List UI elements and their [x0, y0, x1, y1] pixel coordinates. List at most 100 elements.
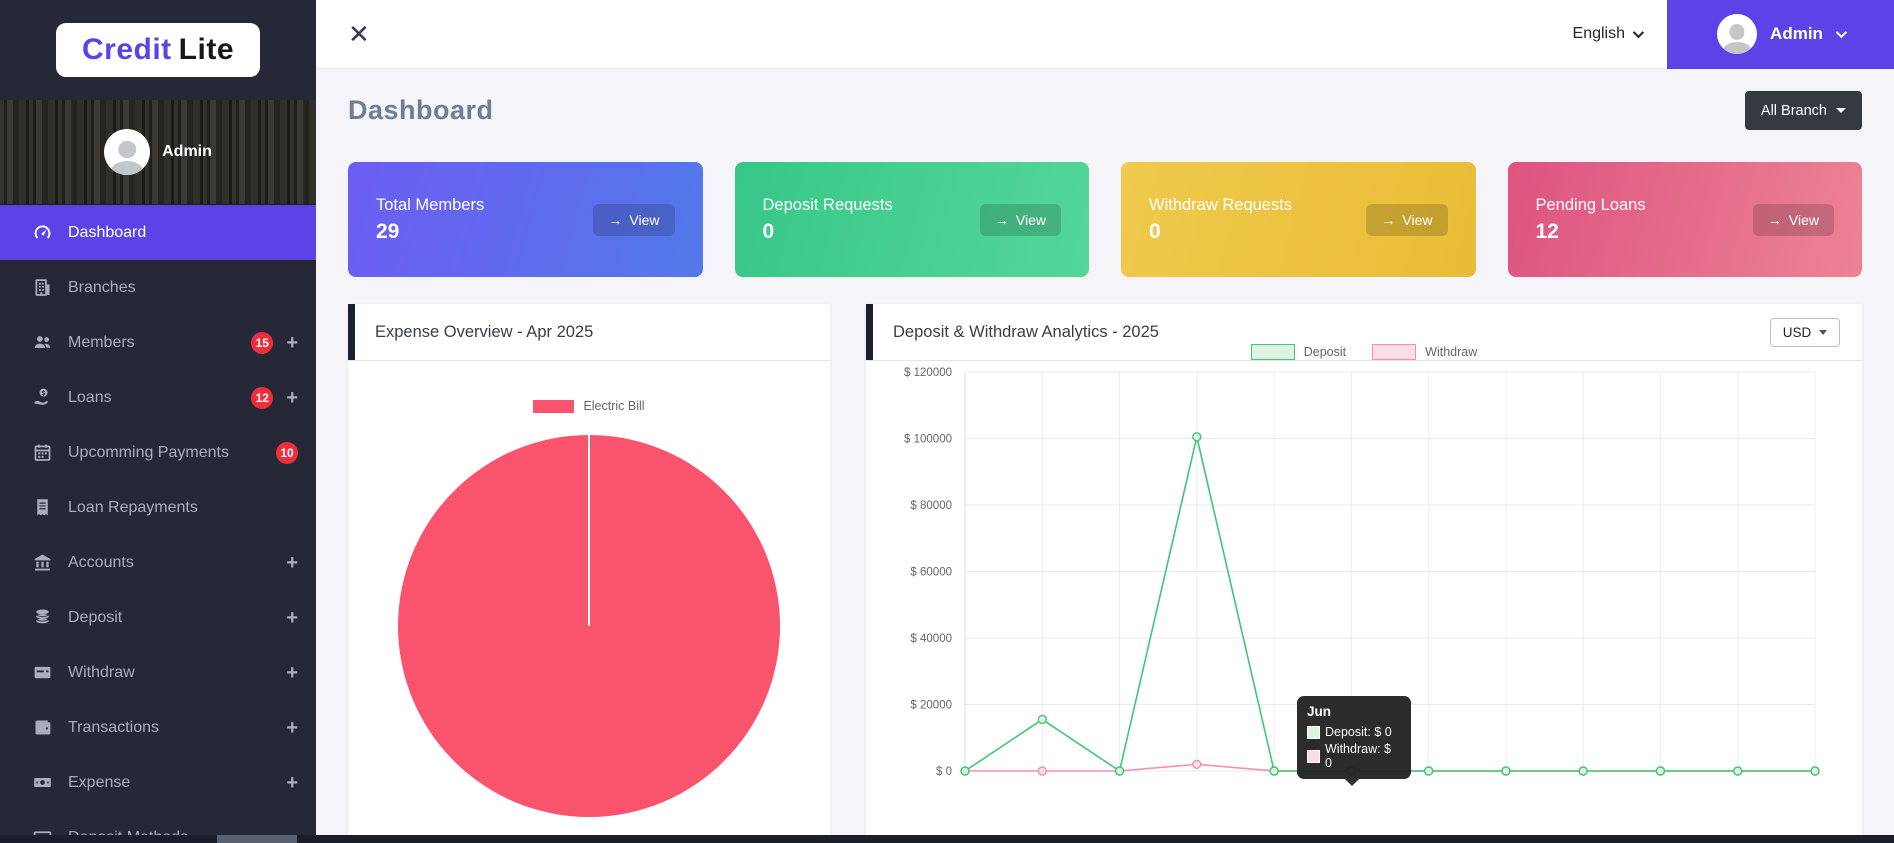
- stat-card-deposit-requests: Deposit Requests 0 → View: [734, 162, 1089, 277]
- view-button[interactable]: → View: [593, 203, 675, 236]
- user-menu[interactable]: Admin: [1667, 0, 1894, 69]
- tooltip-text: Deposit: $ 0: [1325, 725, 1392, 739]
- chart-tooltip: Jun Deposit: $ 0 Withdraw: $ 0: [1297, 696, 1411, 786]
- chevron-down-icon: [1835, 26, 1848, 39]
- expense-pie-chart: [398, 435, 780, 817]
- view-button-label: View: [1788, 211, 1819, 228]
- sidebar-item-upcomming-payments[interactable]: Upcomming Payments 10: [0, 425, 316, 480]
- sidebar-item-label: Upcomming Payments: [68, 443, 229, 461]
- sidebar-menu: Dashboard Branches Members 15 + Loans 12 + Upcom…: [0, 205, 316, 843]
- hand-dollar-icon: [32, 387, 53, 408]
- sidebar-item-withdraw[interactable]: Withdraw +: [0, 645, 316, 700]
- svg-text:$ 0: $ 0: [936, 766, 952, 778]
- topbar: ✕ English Admin: [316, 0, 1894, 69]
- expand-plus-icon[interactable]: +: [286, 716, 298, 739]
- pie-legend-label: Electric Bill: [583, 399, 645, 413]
- wallet-icon: [32, 717, 53, 738]
- sidebar-item-members[interactable]: Members 15 +: [0, 315, 316, 370]
- pie-legend[interactable]: Electric Bill: [348, 399, 830, 413]
- calendar-icon: [32, 442, 53, 463]
- view-button-label: View: [1015, 211, 1046, 228]
- sidebar-item-label: Transactions: [68, 718, 159, 736]
- stat-card-value: 12: [1535, 219, 1559, 243]
- currency-select[interactable]: USD: [1770, 317, 1840, 347]
- analytics-panel-title: Deposit & Withdraw Analytics - 2025: [893, 322, 1159, 341]
- sidebar-item-expense[interactable]: Expense +: [0, 755, 316, 810]
- expense-overview-panel: Expense Overview - Apr 2025 Electric Bil…: [348, 304, 830, 843]
- user-avatar: [1717, 14, 1758, 54]
- sidebar-item-deposit[interactable]: Deposit +: [0, 590, 316, 645]
- legend-label: Deposit: [1303, 345, 1347, 359]
- sidebar-item-dashboard[interactable]: Dashboard: [0, 205, 316, 260]
- svg-text:$ 100000: $ 100000: [904, 434, 952, 446]
- view-button-label: View: [1402, 211, 1433, 228]
- stat-card-label: Deposit Requests: [762, 195, 893, 214]
- sidebar-toggle-close-icon[interactable]: ✕: [348, 19, 370, 49]
- page-title: Dashboard: [348, 95, 494, 125]
- sidebar-item-label: Members: [68, 333, 135, 351]
- stat-card-label: Withdraw Requests: [1149, 195, 1293, 214]
- arrow-right-icon: →: [1381, 211, 1396, 228]
- tooltip-swatch: [1307, 749, 1320, 763]
- sidebar-item-label: Withdraw: [68, 663, 135, 681]
- expense-panel-title: Expense Overview - Apr 2025: [375, 322, 594, 341]
- expand-plus-icon[interactable]: +: [286, 661, 298, 684]
- logo-text-secondary: Lite: [178, 33, 235, 66]
- sidebar-item-label: Expense: [68, 773, 131, 791]
- card-icon: [32, 662, 53, 683]
- stat-cards-row: Total Members 29 → View Deposit Requests 0 → Vi…: [348, 162, 1862, 277]
- stat-card-label: Pending Loans: [1535, 195, 1646, 214]
- sidebar-item-branches[interactable]: Branches: [0, 260, 316, 315]
- sidebar: Credit Lite Admin Dashboard Branches Member…: [0, 0, 316, 843]
- expand-plus-icon[interactable]: +: [286, 771, 298, 794]
- sidebar-item-label: Loans: [68, 388, 112, 406]
- sidebar-item-loans[interactable]: Loans 12 +: [0, 370, 316, 425]
- expand-plus-icon[interactable]: +: [286, 606, 298, 629]
- main-content: Dashboard All Branch Total Members 29 → Vie…: [316, 69, 1894, 843]
- horizontal-scrollbar-thumb[interactable]: [217, 835, 297, 843]
- sidebar-item-label: Loan Repayments: [68, 498, 198, 516]
- view-button[interactable]: → View: [1366, 203, 1448, 236]
- legend-swatch: [1372, 344, 1417, 360]
- stat-card-value: 0: [1149, 219, 1161, 243]
- line-chart-legend: Deposit Withdraw: [866, 344, 1862, 360]
- receipt-icon: [32, 497, 53, 518]
- sidebar-item-accounts[interactable]: Accounts +: [0, 535, 316, 590]
- logo-text-primary: Credit: [81, 33, 172, 66]
- tooltip-title: Jun: [1307, 704, 1332, 719]
- pie-segment-divider: [588, 435, 590, 626]
- sidebar-item-loan-repayments[interactable]: Loan Repayments: [0, 480, 316, 535]
- view-button[interactable]: → View: [1752, 203, 1834, 236]
- currency-selected: USD: [1782, 324, 1812, 340]
- stat-card-withdraw-requests: Withdraw Requests 0 → View: [1121, 162, 1476, 277]
- count-badge: 12: [251, 386, 274, 409]
- arrow-right-icon: →: [994, 211, 1009, 228]
- count-badge: 15: [251, 331, 274, 354]
- svg-text:$ 120000: $ 120000: [904, 367, 952, 379]
- stat-card-total-members: Total Members 29 → View: [348, 162, 703, 277]
- arrow-right-icon: →: [608, 211, 623, 228]
- expand-plus-icon[interactable]: +: [286, 331, 298, 354]
- sidebar-item-transactions[interactable]: Transactions +: [0, 700, 316, 755]
- tooltip-row: Withdraw: $ 0: [1307, 742, 1401, 770]
- expand-plus-icon[interactable]: +: [286, 386, 298, 409]
- language-dropdown[interactable]: English: [1573, 25, 1645, 43]
- sidebar-item-label: Dashboard: [68, 223, 147, 241]
- stat-card-label: Total Members: [376, 195, 485, 214]
- legend-label: Withdraw: [1425, 345, 1478, 359]
- branch-filter-button[interactable]: All Branch: [1744, 91, 1862, 130]
- svg-text:$ 40000: $ 40000: [910, 633, 952, 645]
- banknote-icon: [32, 772, 53, 793]
- expand-plus-icon[interactable]: +: [286, 551, 298, 574]
- stat-card-value: 29: [376, 219, 400, 243]
- legend-item-deposit[interactable]: Deposit: [1250, 344, 1347, 360]
- chevron-down-icon: [1632, 26, 1645, 39]
- legend-item-withdraw[interactable]: Withdraw: [1372, 344, 1477, 360]
- tooltip-text: Withdraw: $ 0: [1325, 742, 1391, 770]
- users-icon: [32, 332, 53, 353]
- user-name: Admin: [1770, 24, 1823, 43]
- app-logo[interactable]: Credit Lite: [55, 23, 261, 77]
- view-button[interactable]: → View: [979, 203, 1061, 236]
- pie-legend-swatch: [533, 399, 575, 413]
- branch-filter-label: All Branch: [1760, 102, 1827, 119]
